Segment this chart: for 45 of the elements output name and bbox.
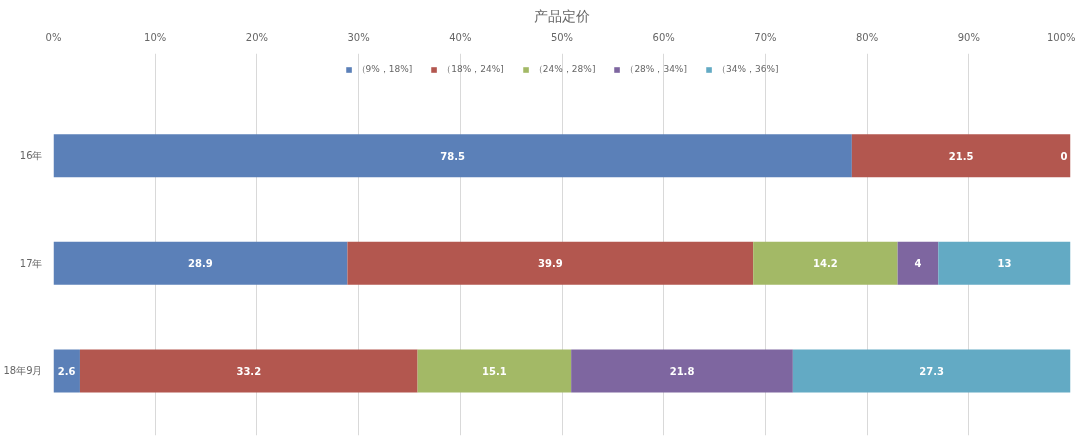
bar [571,349,793,393]
legend-label: （9%，18%] [356,63,413,76]
bar [53,241,348,285]
data-label: 2.6 [57,365,76,377]
legend-label: （24%，28%] [533,63,596,76]
data-label: 27.3 [919,365,945,377]
data-label: 39.9 [537,258,563,270]
x-tick-label: 70% [754,31,777,43]
bar [792,349,1071,393]
x-tick-label: 90% [957,31,980,43]
bar [753,241,898,285]
x-tick-label: 80% [855,31,879,43]
bar [417,349,572,393]
x-tick-label: 10% [144,31,167,43]
data-label: 78.5 [440,150,466,162]
chart-title: 产品定价 [534,7,590,24]
data-label: 21.8 [669,365,695,377]
x-tick-label: 0% [45,31,62,43]
bar [79,349,418,393]
data-label: 33.2 [236,365,262,377]
legend-label: （34%，36%] [716,63,779,76]
bar [53,134,852,178]
data-label: 28.9 [188,258,213,270]
data-label: 13 [997,258,1012,270]
y-tick-label: 16年 [19,150,43,162]
legend-label: （18%，24%] [442,63,504,76]
x-tick-label: 30% [347,31,370,43]
data-label: 0 [1060,150,1068,162]
x-tick-label: 60% [652,31,675,43]
bar [938,241,1071,285]
y-tick-label: 18年9月 [3,365,43,377]
bar [851,134,1071,178]
data-label: 21.5 [948,150,974,162]
legend-label: （28%，34%] [625,63,687,76]
bar [347,241,754,285]
bar [53,349,80,393]
x-tick-label: 100% [1046,31,1076,43]
x-tick-label: 50% [550,31,574,43]
x-tick-label: 40% [449,31,472,43]
data-label: 15.1 [482,365,507,377]
y-tick-label: 17年 [19,257,43,269]
data-label: 4 [914,258,922,270]
x-tick-label: 20% [245,31,269,43]
data-label: 14.2 [813,258,838,270]
bar [897,241,939,285]
